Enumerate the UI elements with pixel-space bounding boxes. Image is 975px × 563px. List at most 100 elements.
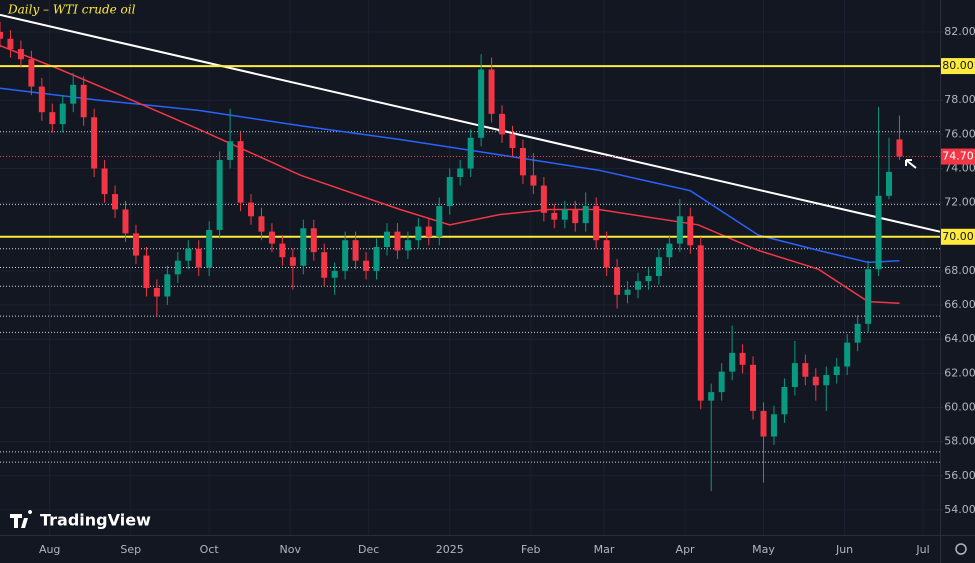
candle-body (718, 371, 725, 393)
candle-body (164, 274, 171, 297)
x-tick-label: Mar (594, 543, 615, 556)
candle-body (258, 216, 265, 232)
candle-body (760, 410, 767, 437)
candle-body (886, 171, 893, 196)
moving-average (0, 44, 900, 305)
candle-body (38, 86, 45, 113)
candle-body (122, 209, 129, 234)
plot-area (0, 0, 941, 535)
candle-body (750, 364, 757, 411)
candle-body (561, 209, 568, 220)
candle-body (624, 289, 631, 295)
y-tick-label: 72.00 (944, 196, 975, 209)
price-label: 70.00 (942, 230, 974, 243)
candle-body (363, 260, 370, 271)
candle-body (791, 363, 798, 387)
x-tick-label: Dec (358, 543, 379, 556)
last-price-box (941, 148, 975, 165)
candle-body (112, 194, 119, 210)
candle-body (457, 168, 464, 178)
candle-body (237, 141, 244, 203)
candle-body (823, 375, 830, 386)
candle-body (321, 252, 328, 278)
trendline (0, 13, 941, 233)
candle-body (739, 352, 746, 365)
candle-body (770, 414, 777, 437)
candle-body (844, 342, 851, 367)
candle-body (488, 69, 495, 114)
y-tick-label: 58.00 (944, 435, 975, 448)
y-tick-label: 62.00 (944, 366, 975, 379)
candle-body (174, 260, 181, 275)
settings-icon[interactable] (955, 543, 967, 555)
candle-body (697, 245, 704, 401)
x-tick-label: Nov (280, 543, 302, 556)
price-label-box (941, 58, 975, 75)
candle-body (833, 366, 840, 376)
candle-body (436, 206, 443, 237)
logo-icon (10, 510, 33, 528)
candle-body (91, 117, 98, 169)
price-label: 80.00 (942, 59, 974, 72)
cursor-arrow (905, 159, 917, 169)
candle-body (666, 243, 673, 258)
x-tick-label: Apr (676, 543, 696, 556)
candle-body (687, 216, 694, 246)
candle-body (206, 229, 213, 268)
candle-body (582, 206, 589, 224)
candle-body (70, 84, 77, 104)
candle-body (499, 113, 506, 135)
moving-average (0, 87, 900, 264)
x-tick-label: Feb (521, 543, 540, 556)
brand-logo: TradingView (10, 510, 151, 530)
candle-body (781, 386, 788, 415)
y-tick-label: 54.00 (944, 503, 975, 516)
candle-body (446, 177, 453, 207)
candle-body (289, 257, 296, 266)
x-tick-label: Aug (39, 543, 60, 556)
candle-body (352, 240, 359, 261)
candle-body (614, 267, 621, 295)
chart-title: Daily – WTI crude oil (7, 3, 136, 17)
candle-body (509, 134, 516, 149)
candle-body (59, 103, 66, 125)
settings-gear[interactable] (955, 543, 967, 555)
candle-body (0, 31, 3, 39)
y-tick-label: 82.00 (944, 25, 975, 38)
y-tick-label: 68.00 (944, 264, 975, 277)
candle-body (49, 112, 56, 125)
y-tick-label: 60.00 (944, 400, 975, 413)
candle-body (373, 247, 380, 271)
candle-body (729, 352, 736, 372)
x-tick-label: 2025 (436, 543, 464, 556)
y-tick-label: 74.00 (944, 161, 975, 174)
candle-body (310, 228, 317, 253)
candle-body (540, 185, 547, 213)
candle-body (425, 226, 432, 237)
candle-body (572, 209, 579, 224)
candle-body (80, 84, 87, 118)
candle-body (593, 206, 600, 241)
candle-body (603, 240, 610, 268)
candle-body (404, 240, 411, 251)
candle-body (132, 233, 139, 256)
candle-body (865, 269, 872, 324)
candle-body (248, 202, 255, 217)
x-tick-label: Sep (120, 543, 141, 556)
candle-body (195, 248, 202, 268)
candle-body (17, 48, 24, 60)
last-price-label: 74.70 (942, 150, 974, 163)
y-tick-label: 64.00 (944, 332, 975, 345)
price-label-box (941, 228, 975, 245)
candle-body (383, 231, 390, 248)
candle-body (467, 137, 474, 169)
candle-body (478, 69, 485, 138)
candle-body (28, 59, 35, 87)
candle-body (143, 255, 150, 288)
y-tick-label: 78.00 (944, 93, 975, 106)
candle-body (812, 376, 819, 386)
brand-name: TradingView (40, 511, 151, 530)
y-tick-label: 56.00 (944, 469, 975, 482)
